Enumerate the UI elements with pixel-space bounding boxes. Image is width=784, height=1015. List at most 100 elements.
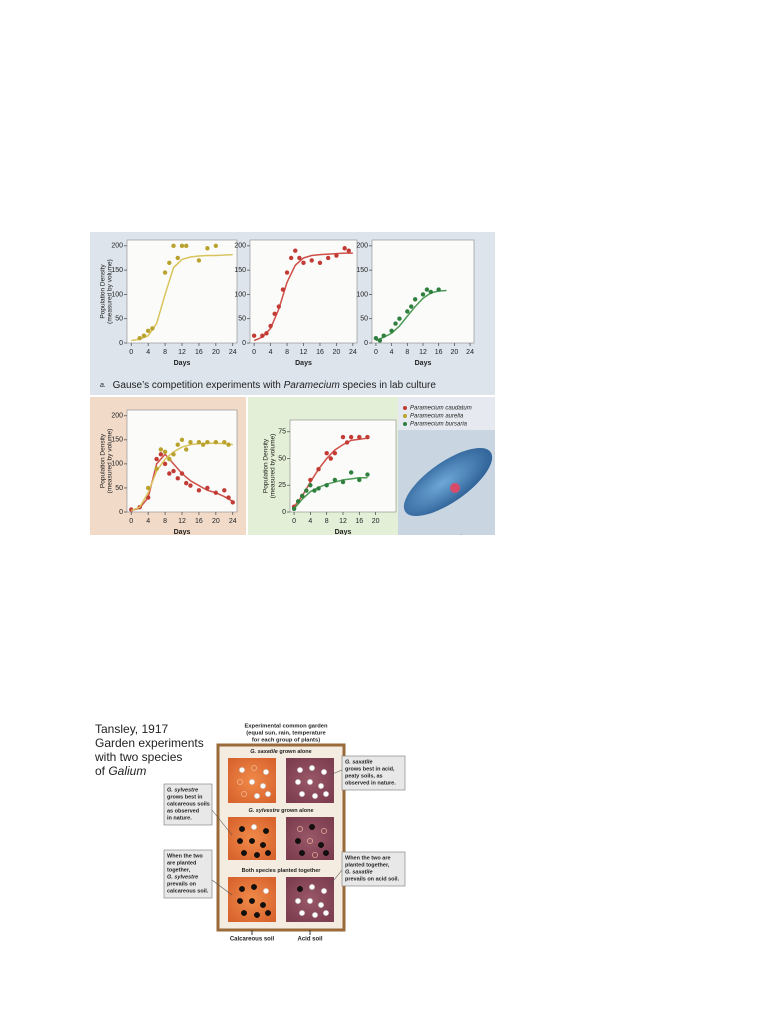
x-tick-label: 24: [349, 349, 357, 356]
data-point: [348, 434, 354, 440]
x-tick-label: 24: [466, 349, 474, 356]
plant: [249, 898, 255, 904]
data-point: [316, 486, 321, 491]
side-title-genus: Galium: [108, 764, 146, 778]
y-axis-label: (measured by volume): [107, 259, 114, 324]
data-point: [188, 440, 193, 445]
data-point: [179, 243, 185, 249]
x-tick-label: 4: [308, 518, 312, 525]
x-tick-label: 20: [212, 349, 220, 356]
plant: [241, 850, 247, 856]
data-point: [377, 338, 383, 343]
callout-text: prevails on acid soil.: [345, 876, 400, 882]
callout-text: together,: [167, 867, 191, 873]
chart: 0 50 100 150 200 0 4 8 12 16 20 24 Days: [356, 239, 475, 367]
data-point: [308, 477, 313, 483]
data-point: [288, 255, 294, 261]
plant: [307, 898, 313, 904]
data-point: [184, 480, 189, 486]
data-point: [167, 471, 172, 476]
plot-area: [371, 239, 475, 344]
data-point: [213, 243, 219, 249]
row-text: grown alone: [278, 749, 312, 755]
x-tick-label: 8: [285, 349, 289, 356]
legend-label: Paramecium bursaria: [410, 422, 468, 428]
callout-text: G. sylvestre: [167, 874, 198, 880]
data-point: [154, 466, 159, 471]
y-tick-label: 150: [234, 267, 246, 274]
x-tick-label: 12: [300, 349, 308, 356]
side-title: of Galium: [95, 764, 146, 778]
data-point: [150, 326, 155, 331]
photo-detail: [450, 483, 460, 493]
y-tick-label: 100: [234, 291, 246, 298]
callout-connector: [211, 879, 233, 896]
legend-swatch: [403, 414, 407, 418]
callout-box: [341, 755, 406, 791]
y-tick-label: 200: [111, 243, 123, 250]
side-title-text: of: [95, 764, 108, 778]
x-tick-label: 4: [146, 349, 150, 356]
data-point: [409, 304, 414, 309]
data-point: [154, 456, 159, 462]
x-tick-label: 20: [372, 518, 380, 525]
x-tick-label: 16: [355, 518, 363, 525]
plant: [307, 838, 313, 844]
data-point: [297, 255, 302, 261]
y-tick-label: 200: [234, 243, 246, 250]
data-point: [324, 450, 329, 456]
plant: [263, 769, 269, 775]
row-species: G. sylvestre: [248, 808, 279, 814]
callout-text: When the two are: [345, 855, 391, 861]
data-point: [145, 495, 151, 500]
y-tick-label: 0: [119, 340, 123, 347]
data-point: [324, 483, 329, 488]
callout-text: peaty soils, as: [345, 773, 383, 779]
data-point: [222, 440, 227, 445]
y-tick-label: 100: [111, 291, 123, 298]
data-point: [357, 434, 362, 440]
plant: [237, 898, 243, 904]
data-point: [312, 488, 317, 493]
plant: [260, 842, 266, 848]
fit-curve: [131, 253, 233, 342]
y-tick-label: 0: [119, 509, 123, 516]
data-point: [308, 483, 313, 488]
plant: [249, 779, 255, 785]
callout-box: [163, 849, 213, 899]
plant: [239, 886, 245, 892]
x-tick-label: 20: [212, 518, 220, 525]
data-point: [317, 260, 323, 266]
plant: [260, 902, 266, 908]
y-tick-label: 50: [115, 316, 123, 323]
data-point: [420, 292, 426, 297]
x-tick-label: 16: [435, 349, 443, 356]
data-point: [300, 493, 305, 499]
data-point: [145, 485, 151, 491]
x-tick-label: 0: [374, 349, 378, 356]
y-tick-label: 50: [360, 316, 368, 323]
chart: 0 50 100 150 200 0 4 8 12 16 20 24 Days: [234, 239, 358, 367]
data-point: [158, 447, 164, 452]
callout-text: in nature.: [167, 815, 192, 821]
x-tick-label: 24: [229, 349, 237, 356]
plant: [239, 826, 245, 832]
side-title: Tansley, 1917: [95, 722, 168, 736]
side-title: with two species: [94, 750, 182, 764]
caption-text: species in lab culture: [340, 380, 437, 391]
y-tick-label: 100: [111, 461, 123, 468]
plant: [323, 850, 329, 856]
x-tick-label: 0: [129, 518, 133, 525]
data-point: [301, 260, 306, 266]
plant: [299, 791, 305, 797]
data-point: [304, 488, 309, 493]
x-tick-label: 24: [229, 518, 237, 525]
plant: [265, 910, 271, 916]
y-tick-label: 150: [356, 267, 368, 274]
y-tick-label: 200: [111, 413, 123, 420]
plant: [307, 779, 313, 785]
plant: [297, 767, 303, 773]
callout-text: are planted: [167, 860, 196, 866]
